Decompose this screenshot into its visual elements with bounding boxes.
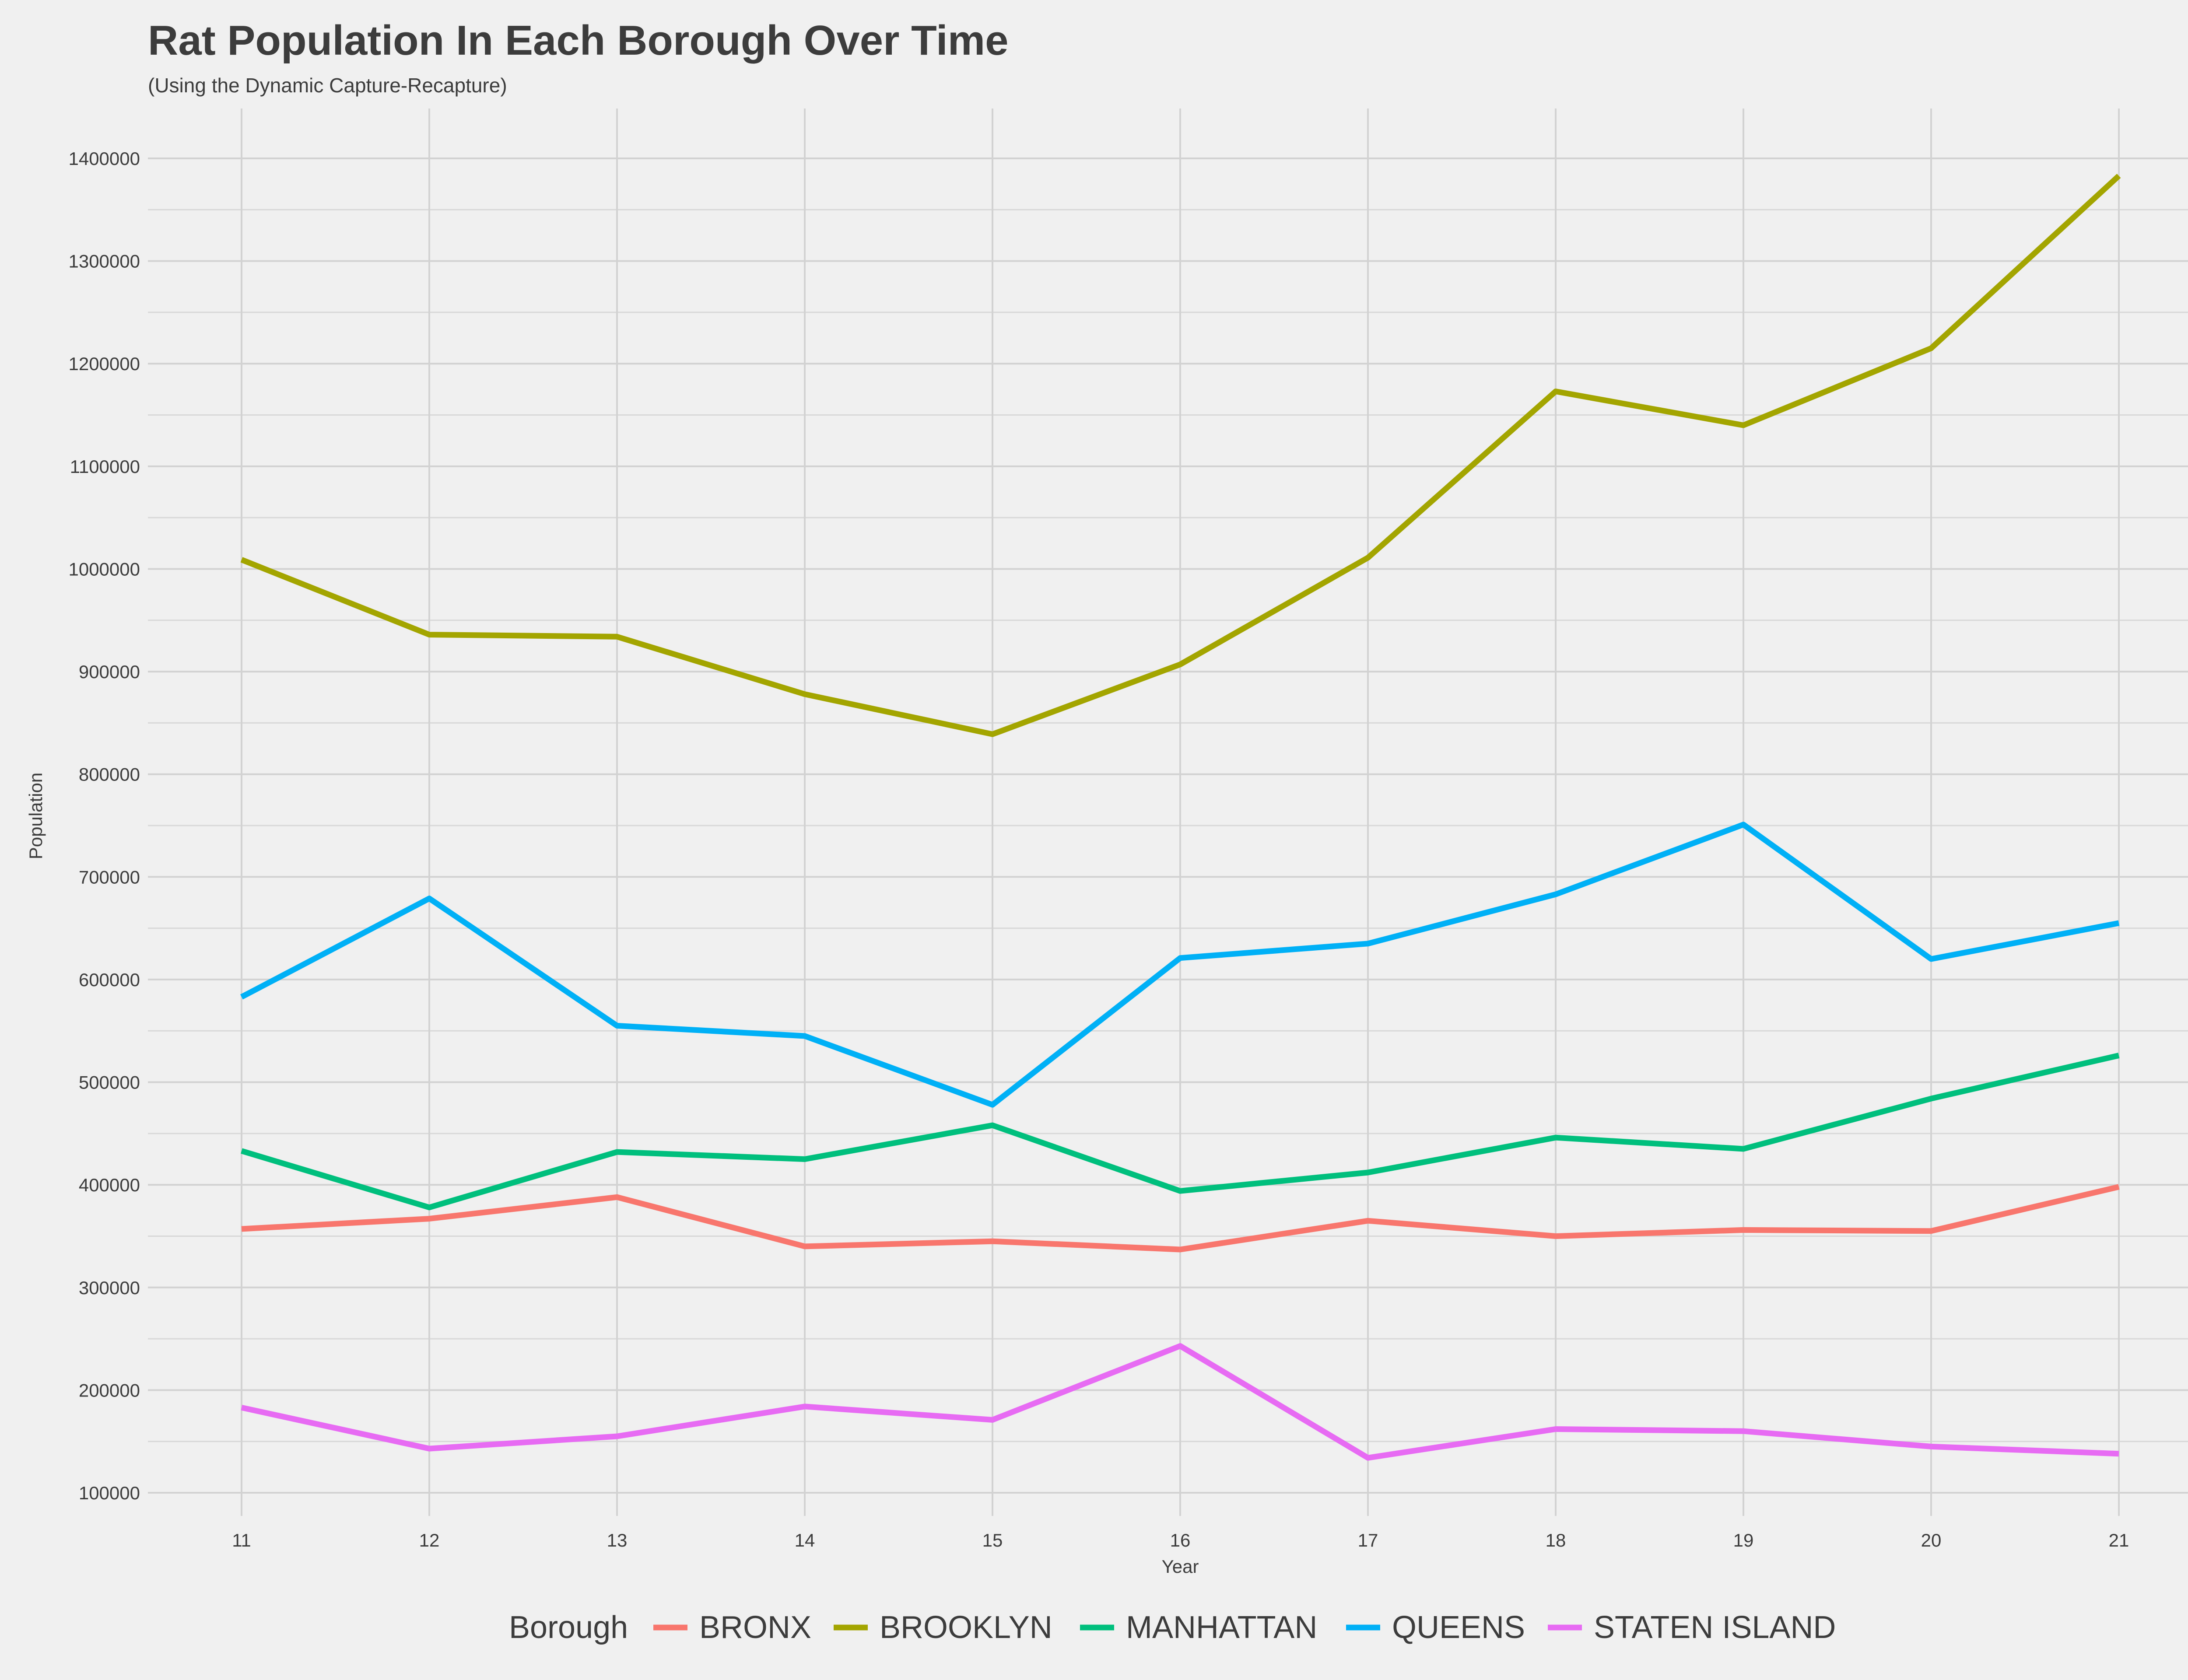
x-tick-label: 21 bbox=[2109, 1530, 2129, 1550]
chart-subtitle: (Using the Dynamic Capture-Recapture) bbox=[148, 74, 507, 97]
x-tick-label: 13 bbox=[607, 1530, 628, 1550]
y-tick-label: 1300000 bbox=[68, 251, 140, 272]
x-tick-label: 18 bbox=[1546, 1530, 1566, 1550]
y-tick-label: 200000 bbox=[79, 1380, 140, 1400]
legend-label-queens: QUEENS bbox=[1392, 1610, 1525, 1645]
y-tick-label: 700000 bbox=[79, 867, 140, 887]
y-tick-label: 900000 bbox=[79, 662, 140, 682]
y-tick-label: 600000 bbox=[79, 970, 140, 990]
y-tick-label: 1100000 bbox=[70, 456, 140, 477]
x-axis-title: Year bbox=[1162, 1556, 1199, 1577]
grid-lines bbox=[148, 108, 2188, 1516]
x-tick-label: 19 bbox=[1733, 1530, 1754, 1550]
x-tick-label: 11 bbox=[232, 1530, 251, 1550]
series-line-staten-island bbox=[241, 1343, 2119, 1461]
y-tick-label: 400000 bbox=[79, 1175, 140, 1195]
series-line-brooklyn bbox=[240, 174, 2121, 737]
legend-title: Borough bbox=[509, 1610, 628, 1645]
chart-title: Rat Population In Each Borough Over Time bbox=[148, 17, 1009, 64]
x-tick-label: 16 bbox=[1170, 1530, 1191, 1550]
y-tick-label: 1400000 bbox=[68, 148, 140, 169]
legend-label-bronx: BRONX bbox=[699, 1610, 811, 1645]
x-tick-label: 15 bbox=[982, 1530, 1003, 1550]
x-tick-label: 17 bbox=[1358, 1530, 1378, 1550]
y-tick-label: 1000000 bbox=[68, 559, 140, 579]
legend-label-brooklyn: BROOKLYN bbox=[880, 1610, 1052, 1645]
y-tick-label: 300000 bbox=[79, 1278, 140, 1298]
y-tick-label: 800000 bbox=[79, 764, 140, 785]
y-tick-label: 500000 bbox=[79, 1072, 140, 1093]
legend-label-manhattan: MANHATTAN bbox=[1126, 1610, 1317, 1645]
x-axis-ticks: 11 12 13 14 15 16 17 18 19 20 21 bbox=[232, 1530, 2129, 1550]
y-tick-label: 1200000 bbox=[68, 354, 140, 374]
series-line-manhattan bbox=[241, 1053, 2120, 1211]
x-tick-label: 12 bbox=[419, 1530, 440, 1550]
legend-label-staten-island: STATEN ISLAND bbox=[1594, 1610, 1836, 1645]
y-tick-label: 100000 bbox=[79, 1483, 140, 1503]
legend: Borough BRONX BROOKLYN MANHATTAN QUEENS STAT… bbox=[509, 1610, 1836, 1645]
series-lines bbox=[240, 174, 2121, 1461]
y-axis-ticks: 100000 200000 300000 400000 500000 600000 7000… bbox=[68, 148, 140, 1503]
y-axis-title: Population bbox=[25, 773, 46, 860]
x-tick-label: 20 bbox=[1921, 1530, 1942, 1550]
series-line-queens bbox=[240, 822, 2120, 1108]
x-tick-label: 14 bbox=[795, 1530, 815, 1550]
series-line-bronx bbox=[241, 1184, 2120, 1253]
